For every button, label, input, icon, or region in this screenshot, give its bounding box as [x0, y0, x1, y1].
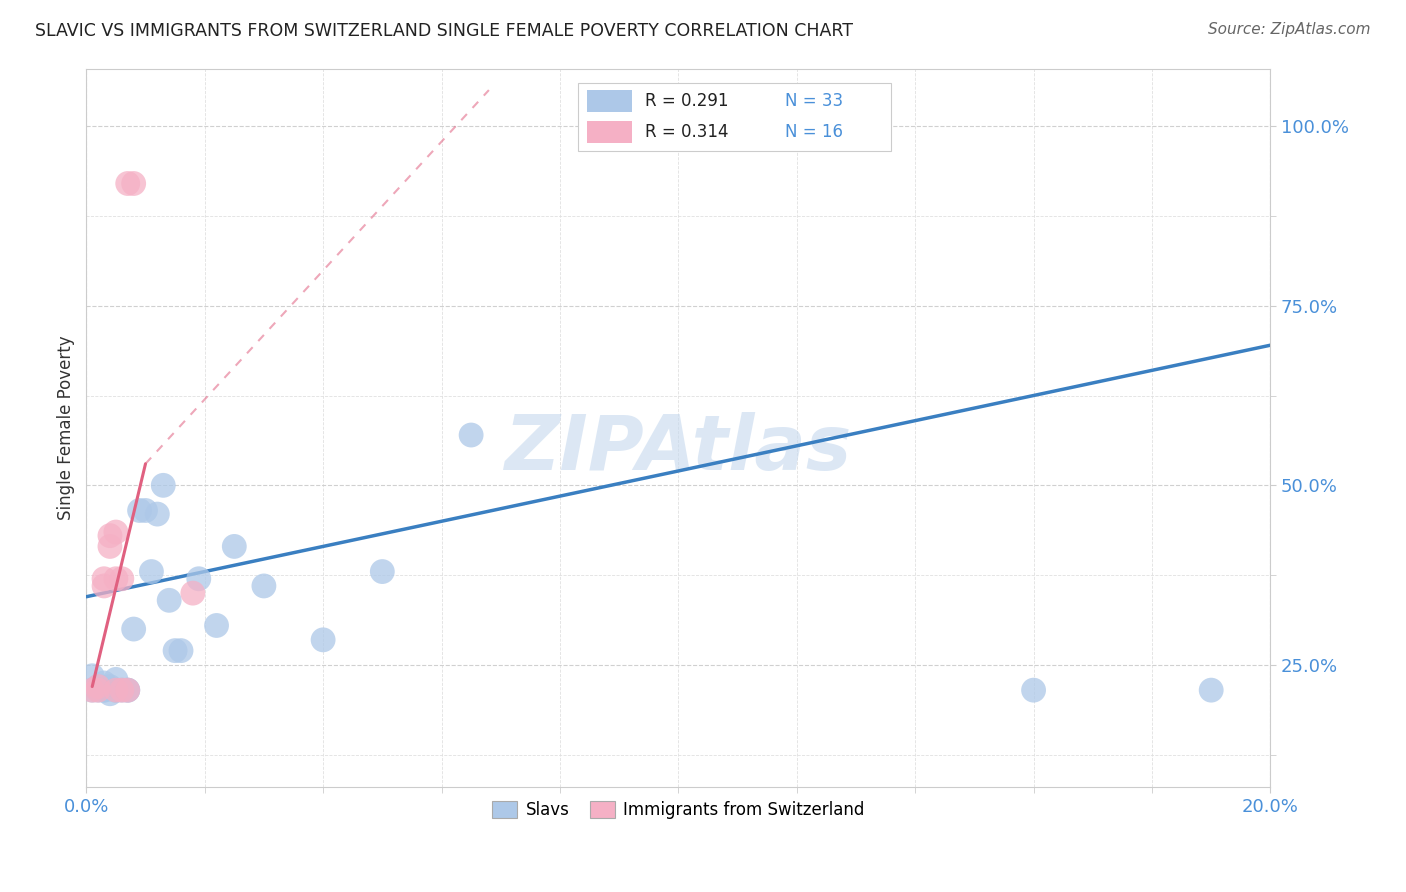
Point — [104, 572, 127, 586]
Text: R = 0.314: R = 0.314 — [645, 123, 728, 141]
Point — [82, 683, 104, 698]
Point — [253, 579, 276, 593]
Text: Source: ZipAtlas.com: Source: ZipAtlas.com — [1208, 22, 1371, 37]
Point — [117, 683, 139, 698]
Point — [146, 507, 169, 521]
Point — [117, 683, 139, 698]
Point — [93, 683, 115, 698]
Point — [205, 618, 228, 632]
Point — [371, 565, 394, 579]
Point — [134, 503, 156, 517]
Point — [181, 586, 204, 600]
FancyBboxPatch shape — [588, 121, 633, 143]
Point — [98, 540, 121, 554]
Point — [93, 579, 115, 593]
Point — [312, 632, 335, 647]
Point — [87, 683, 110, 698]
Point — [1199, 683, 1222, 698]
Text: R = 0.291: R = 0.291 — [645, 92, 728, 110]
Point — [82, 683, 104, 698]
Point — [117, 683, 139, 698]
Text: SLAVIC VS IMMIGRANTS FROM SWITZERLAND SINGLE FEMALE POVERTY CORRELATION CHART: SLAVIC VS IMMIGRANTS FROM SWITZERLAND SI… — [35, 22, 853, 40]
Point — [117, 177, 139, 191]
Point — [93, 683, 115, 698]
Point — [87, 683, 110, 698]
Point — [170, 643, 193, 657]
Point — [157, 593, 180, 607]
Point — [128, 503, 150, 517]
Point — [93, 572, 115, 586]
Y-axis label: Single Female Poverty: Single Female Poverty — [58, 335, 75, 520]
Point — [104, 524, 127, 539]
Point — [104, 683, 127, 698]
FancyBboxPatch shape — [578, 83, 891, 151]
Point — [111, 683, 134, 698]
Point — [98, 687, 121, 701]
Point — [98, 680, 121, 694]
Point — [87, 680, 110, 694]
FancyBboxPatch shape — [588, 90, 633, 112]
Point — [460, 428, 482, 442]
Point — [111, 683, 134, 698]
Point — [104, 673, 127, 687]
Point — [122, 622, 145, 636]
Point — [98, 528, 121, 542]
Legend: Slavs, Immigrants from Switzerland: Slavs, Immigrants from Switzerland — [485, 794, 870, 826]
Point — [152, 478, 174, 492]
Text: N = 33: N = 33 — [785, 92, 844, 110]
Point — [187, 572, 209, 586]
Point — [87, 680, 110, 694]
Text: ZIPAtlas: ZIPAtlas — [505, 412, 852, 486]
Point — [165, 643, 187, 657]
Point — [93, 676, 115, 690]
Point — [82, 669, 104, 683]
Point — [1022, 683, 1045, 698]
Text: N = 16: N = 16 — [785, 123, 844, 141]
Point — [122, 177, 145, 191]
Point — [111, 572, 134, 586]
Point — [104, 683, 127, 698]
Point — [141, 565, 163, 579]
Point — [224, 540, 246, 554]
Point — [104, 683, 127, 698]
